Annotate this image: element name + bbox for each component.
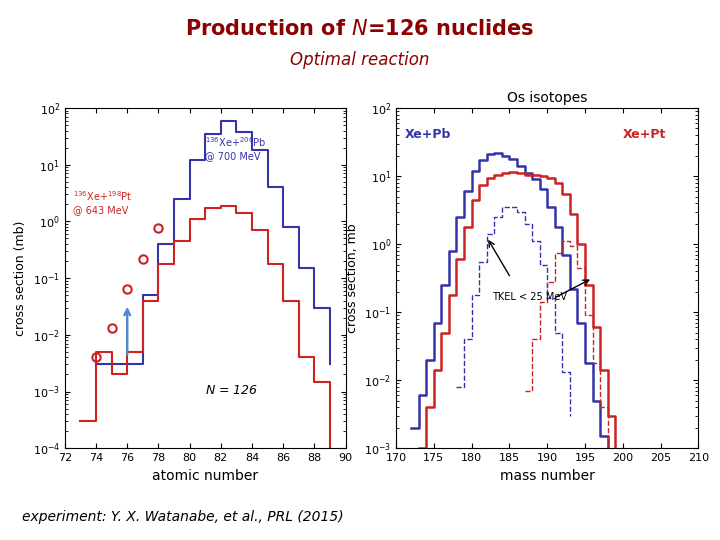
Text: experiment: Y. X. Watanabe, et al., PRL (2015): experiment: Y. X. Watanabe, et al., PRL …: [22, 510, 343, 524]
Y-axis label: cross section, mb: cross section, mb: [346, 223, 359, 333]
Y-axis label: cross section (mb): cross section (mb): [14, 220, 27, 336]
X-axis label: mass number: mass number: [500, 469, 595, 483]
Text: Production of $\mathit{N}$=126 nuclides: Production of $\mathit{N}$=126 nuclides: [185, 19, 535, 39]
Text: Xe+Pb: Xe+Pb: [405, 129, 451, 141]
Text: TKEL < 25 MeV: TKEL < 25 MeV: [492, 292, 567, 302]
Text: Xe+Pt: Xe+Pt: [623, 129, 666, 141]
Text: Optimal reaction: Optimal reaction: [290, 51, 430, 69]
Text: $N$ = 126: $N$ = 126: [205, 384, 258, 397]
Text: $^{136}$Xe+$^{206}$Pb
@ 700 MeV: $^{136}$Xe+$^{206}$Pb @ 700 MeV: [205, 135, 266, 160]
Text: $^{136}$Xe+$^{198}$Pt
@ 643 MeV: $^{136}$Xe+$^{198}$Pt @ 643 MeV: [73, 190, 132, 215]
X-axis label: atomic number: atomic number: [152, 469, 258, 483]
Title: Os isotopes: Os isotopes: [507, 91, 588, 105]
